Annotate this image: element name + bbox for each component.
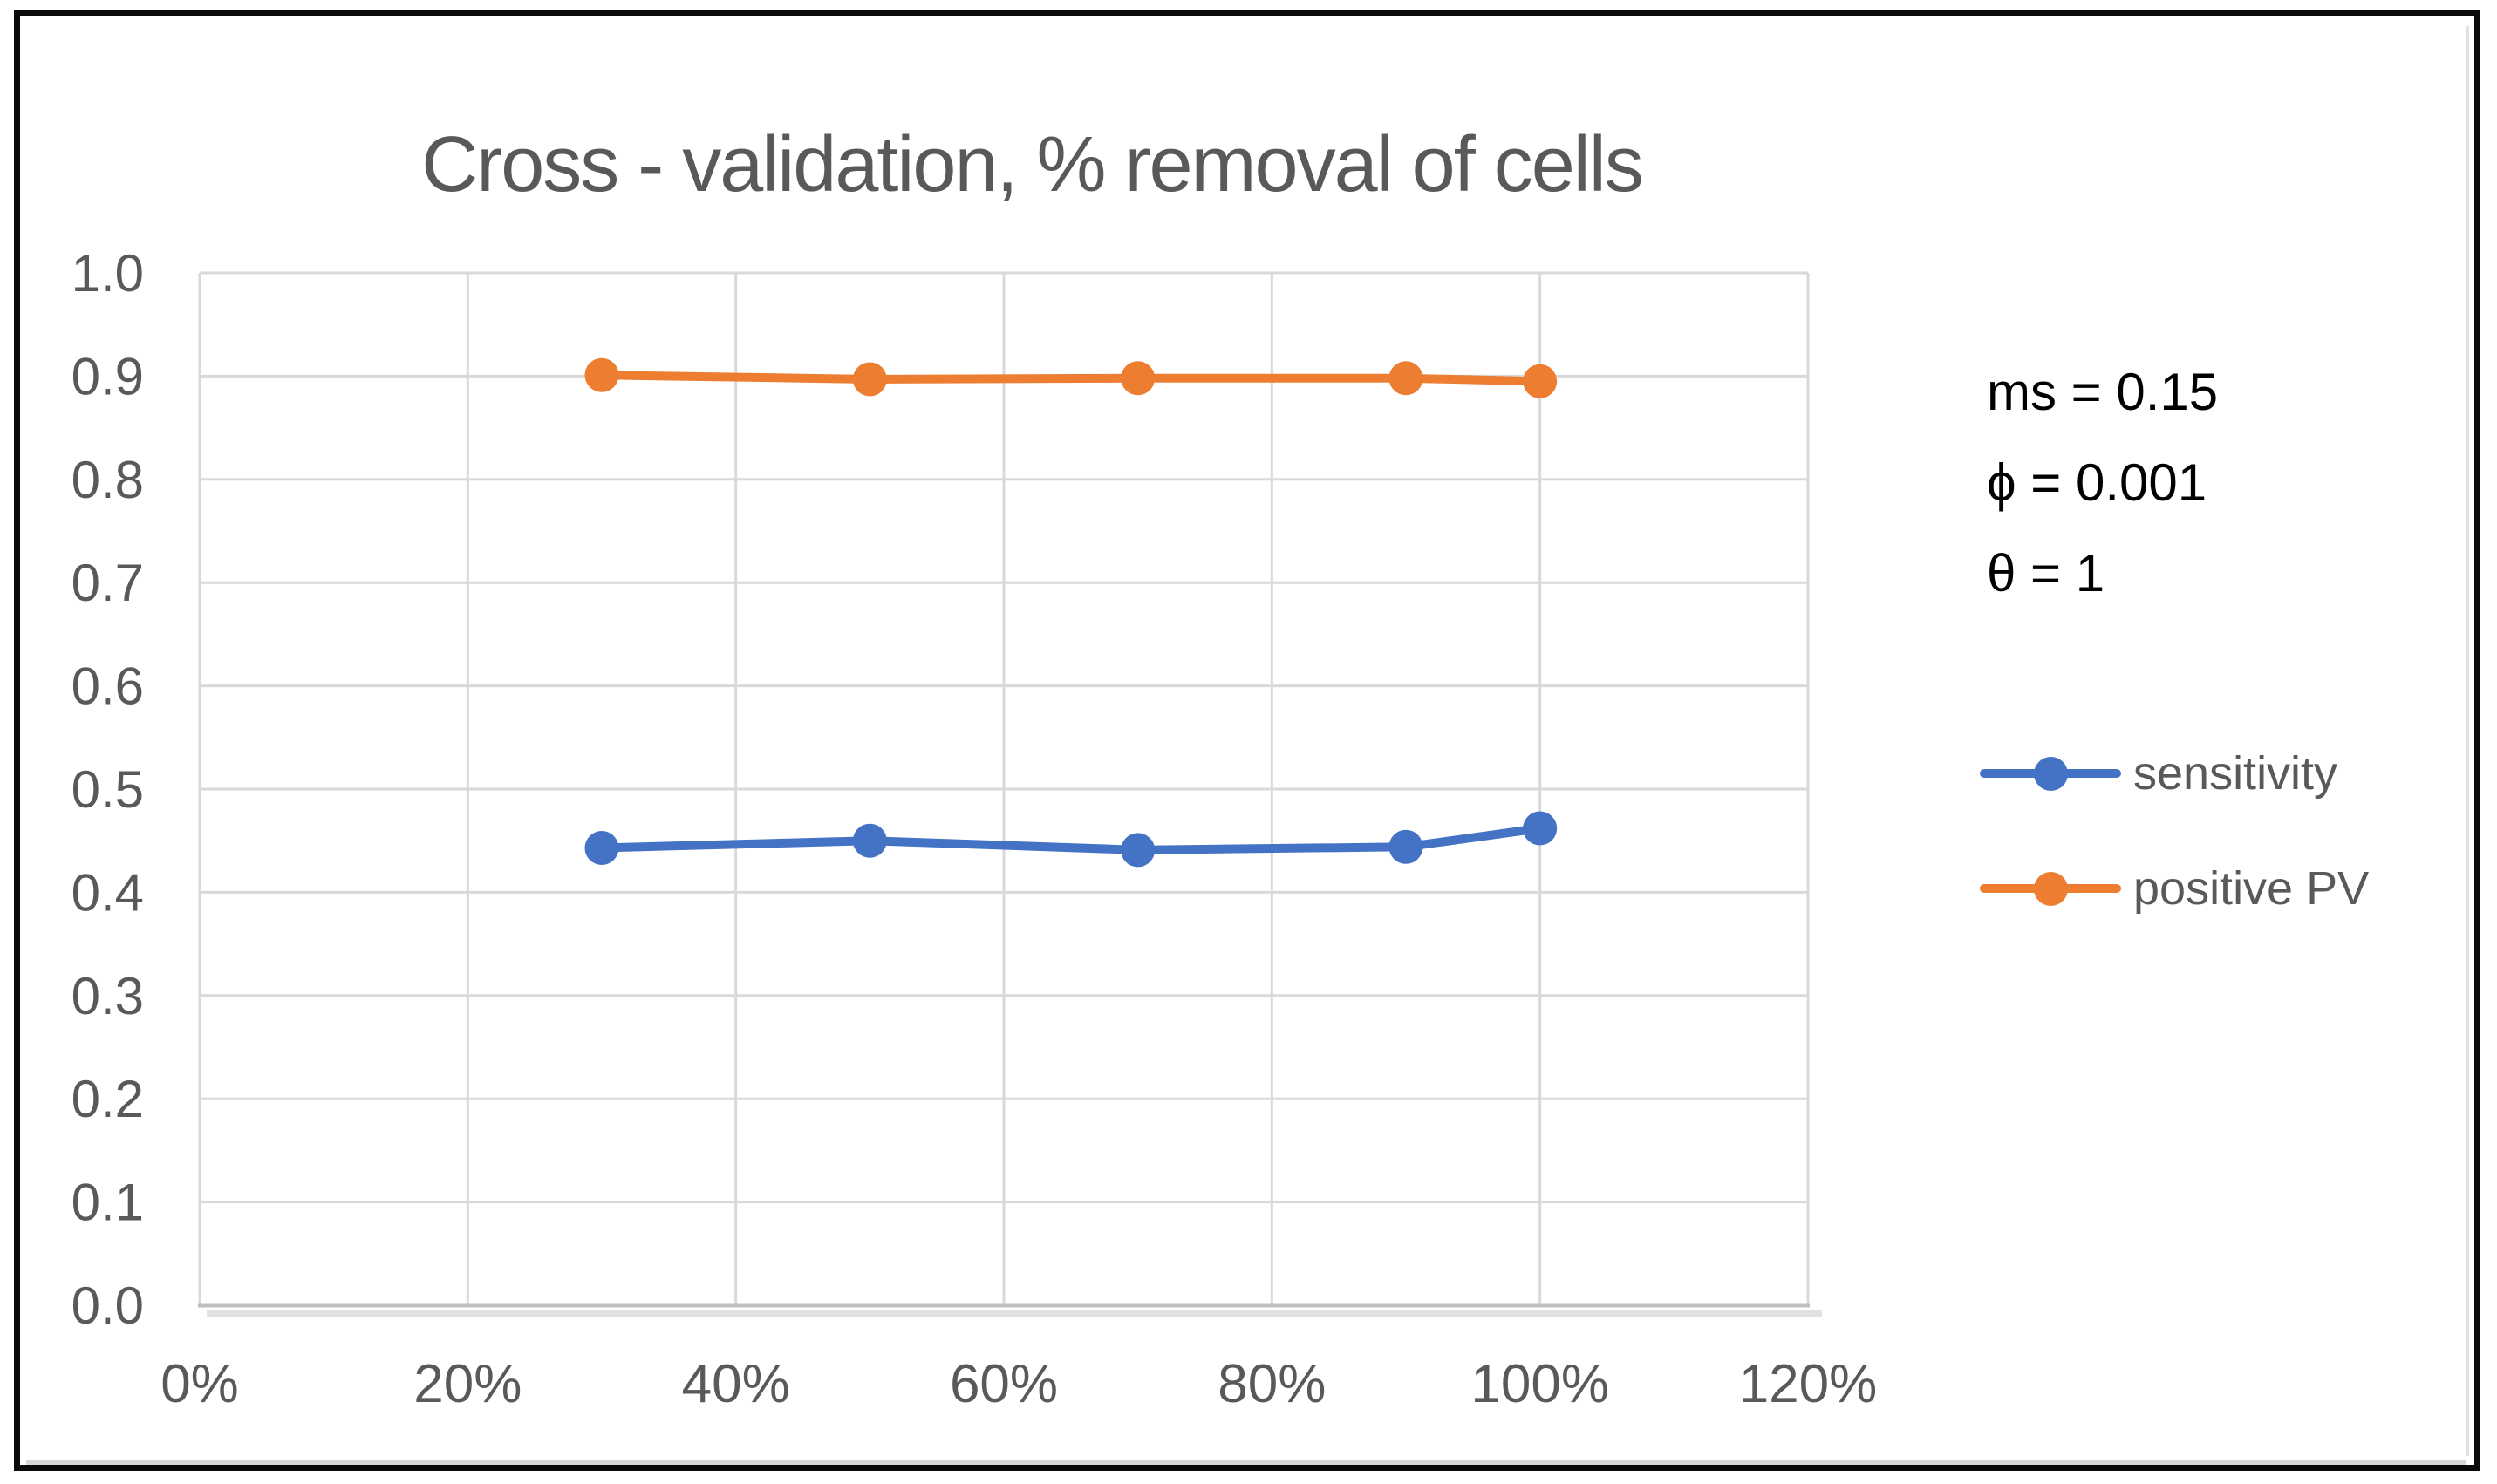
data-point-sensitivity-70pct <box>1121 833 1156 868</box>
data-point-sensitivity-100pct <box>1523 811 1558 846</box>
chart-edge-shadow-bottom <box>26 1460 2466 1465</box>
x-tick-label-20%: 20% <box>413 1354 522 1414</box>
data-point-positive-PV-90pct <box>1388 361 1423 396</box>
y-tick-label-0.8: 0.8 <box>72 451 144 509</box>
y-tick-label-0.3: 0.3 <box>72 967 144 1025</box>
figure-border <box>14 10 2480 1471</box>
data-point-sensitivity-30pct <box>584 830 619 865</box>
parameter-annotations: ms = 0.15 ϕ = 0.001 θ = 1 <box>1987 347 2218 619</box>
x-tick-label-0%: 0% <box>160 1354 239 1414</box>
y-tick-label-0.7: 0.7 <box>72 554 144 612</box>
y-tick-label-0.1: 0.1 <box>72 1174 144 1232</box>
data-point-positive-PV-70pct <box>1121 361 1156 396</box>
data-point-positive-PV-50pct <box>852 362 887 397</box>
chart-title: Cross - validation, % removal of cells <box>421 121 1644 208</box>
data-point-positive-PV-30pct <box>584 357 619 392</box>
legend-item-positive-pv: positive PV <box>1980 862 2369 915</box>
annotation-phi: ϕ = 0.001 <box>1987 453 2207 512</box>
y-tick-label-0.0: 0.0 <box>72 1276 144 1335</box>
y-tick-label-0.6: 0.6 <box>72 657 144 716</box>
legend-label-sensitivity: sensitivity <box>2133 747 2338 800</box>
x-tick-label-60%: 60% <box>950 1354 1058 1414</box>
data-point-sensitivity-90pct <box>1388 829 1423 864</box>
legend-item-sensitivity: sensitivity <box>1980 747 2337 800</box>
legend-label-positive-pv: positive PV <box>2133 862 2370 915</box>
x-tick-label-80%: 80% <box>1218 1354 1326 1414</box>
x-tick-label-100%: 100% <box>1470 1354 1609 1414</box>
annotation-theta: θ = 1 <box>1987 544 2105 602</box>
legend-marker-positive-pv-icon <box>1980 865 2121 912</box>
legend-marker-sensitivity-icon <box>1980 750 2121 797</box>
y-tick-label-0.4: 0.4 <box>72 863 144 922</box>
y-tick-label-0.2: 0.2 <box>72 1070 144 1128</box>
data-point-sensitivity-50pct <box>852 823 887 858</box>
data-point-positive-PV-100pct <box>1523 364 1558 398</box>
x-tick-label-40%: 40% <box>682 1354 790 1414</box>
y-tick-label-0.5: 0.5 <box>72 760 144 819</box>
y-tick-label-1.0: 1.0 <box>72 244 144 303</box>
chart-edge-shadow-right <box>2466 26 2469 1456</box>
y-tick-label-0.9: 0.9 <box>72 347 144 405</box>
x-tick-label-120%: 120% <box>1739 1354 1878 1414</box>
annotation-ms: ms = 0.15 <box>1987 363 2219 421</box>
